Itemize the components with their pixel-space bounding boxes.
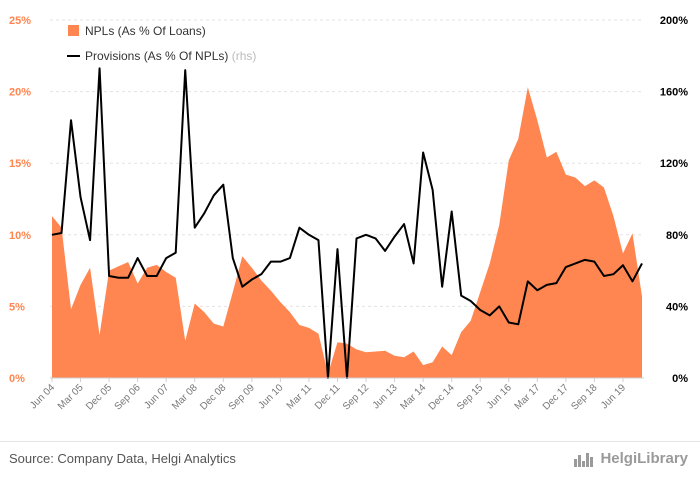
x-tick-label: Mar 14	[398, 382, 428, 412]
left-tick-label: 5%	[9, 301, 25, 313]
x-tick-label: Mar 17	[513, 382, 543, 412]
left-axis: 0% 5% 10% 15% 20% 25%	[9, 15, 31, 385]
footer: Source: Company Data, Helgi Analytics He…	[0, 441, 700, 484]
legend-provisions-label: Provisions (As % Of NPLs) (rhs)	[85, 49, 256, 63]
x-tick-label: Jun 16	[485, 382, 514, 411]
left-tick-label: 15%	[9, 158, 31, 170]
x-tick-label: Sep 12	[341, 382, 371, 412]
npl-area	[52, 87, 642, 379]
x-tick-label: Dec 14	[427, 382, 457, 412]
right-tick-label: 80%	[666, 230, 688, 242]
right-tick-label: 40%	[666, 301, 688, 313]
x-tick-label: Mar 11	[285, 382, 315, 412]
x-tick-label: Jun 13	[371, 382, 400, 411]
x-tick-label: Sep 06	[113, 382, 143, 412]
legend-npl-swatch	[68, 25, 79, 36]
x-tick-label: Jun 07	[142, 382, 171, 411]
brand-name: HelgiLibrary	[600, 450, 688, 467]
legend-rhs-note: (rhs)	[232, 49, 257, 63]
x-tick-label: Jun 10	[256, 382, 285, 411]
left-tick-label: 20%	[9, 87, 31, 99]
x-tick-label: Dec 05	[84, 382, 114, 412]
legend: NPLs (As % Of Loans) Provisions (As % Of…	[67, 24, 256, 63]
chart-canvas: 0% 5% 10% 15% 20% 25% 0% 40% 80% 120% 160% 200% Ju…	[9, 15, 688, 413]
x-tick-label: Mar 08	[170, 382, 200, 412]
right-tick-label: 0%	[672, 373, 688, 385]
x-tick-label: Sep 15	[455, 382, 485, 412]
legend-provisions-name: Provisions (As % Of NPLs)	[85, 49, 228, 63]
left-tick-label: 0%	[9, 373, 25, 385]
legend-npl-label: NPLs (As % Of Loans)	[85, 24, 206, 38]
brand-logo: HelgiLibrary	[574, 450, 688, 467]
left-tick-label: 10%	[9, 230, 31, 242]
x-tick-label: Mar 05	[56, 382, 86, 412]
right-tick-label: 120%	[660, 158, 688, 170]
source-text: Source: Company Data, Helgi Analytics	[9, 451, 236, 466]
right-tick-label: 200%	[660, 15, 688, 27]
left-tick-label: 25%	[9, 15, 31, 27]
x-tick-label: Sep 18	[569, 382, 599, 412]
x-tick-label: Jun 04	[28, 382, 57, 411]
x-tick-label: Jun 19	[599, 382, 628, 411]
bar-chart-icon	[574, 452, 594, 467]
x-tick-label: Sep 09	[227, 382, 257, 412]
x-tick-label: Dec 11	[313, 382, 343, 412]
right-tick-label: 160%	[660, 87, 688, 99]
right-axis: 0% 40% 80% 120% 160% 200%	[660, 15, 688, 385]
x-tick-label: Dec 08	[198, 382, 228, 412]
chart: 0% 5% 10% 15% 20% 25% 0% 40% 80% 120% 160% 200% Ju…	[9, 15, 688, 413]
x-tick-label: Dec 17	[541, 382, 571, 412]
